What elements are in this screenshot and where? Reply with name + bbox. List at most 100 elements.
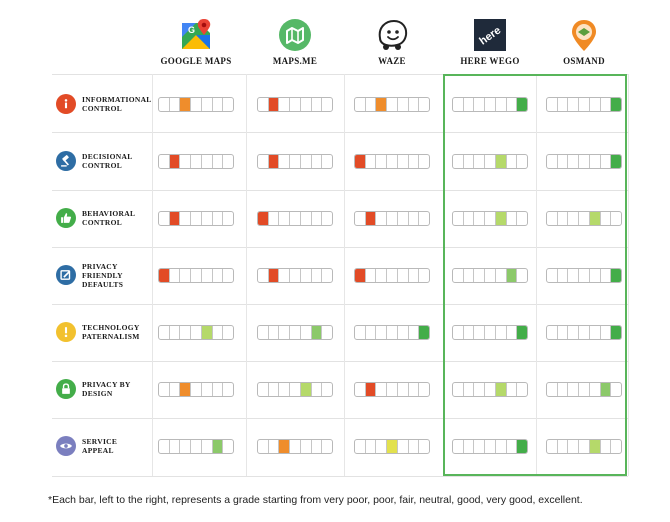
lock-icon <box>56 379 76 399</box>
grade-segment <box>268 154 280 168</box>
grade-segment <box>485 211 496 225</box>
column-divider <box>344 74 345 476</box>
grade-segment <box>322 326 332 339</box>
grade-segment <box>485 97 496 111</box>
grade-segment <box>202 268 213 282</box>
grade-segment <box>590 97 601 111</box>
criterion-label: PRIVACY BY DESIGN <box>82 380 131 398</box>
grade-segment <box>355 439 366 453</box>
grade-segment <box>301 97 312 111</box>
grade-segment <box>202 382 213 396</box>
grade-segment <box>611 325 621 339</box>
grade-segment <box>355 382 366 396</box>
grade-segment <box>547 268 558 282</box>
grade-segment <box>409 325 420 339</box>
grade-segment <box>300 382 312 396</box>
grade-segment <box>322 383 332 396</box>
grade-segment <box>453 439 464 453</box>
grade-segment <box>601 211 612 225</box>
criterion-label-line: SERVICE <box>82 437 118 446</box>
grade-segment <box>409 154 420 168</box>
grade-segment <box>290 154 301 168</box>
grade-segment <box>601 154 612 168</box>
criterion-4: TECHNOLOGY PATERNALISM <box>56 318 152 346</box>
grade-segment <box>170 97 181 111</box>
maps-me-logo-icon <box>278 18 312 52</box>
grade-segment <box>579 382 590 396</box>
grade-segment <box>376 382 388 396</box>
grade-segment <box>355 97 366 111</box>
grade-bar <box>257 267 333 283</box>
grade-segment <box>590 268 601 282</box>
grade-segment <box>453 325 464 339</box>
grade-segment <box>191 97 202 111</box>
grade-segment <box>387 211 398 225</box>
grade-segment <box>579 325 590 339</box>
column-divider <box>536 74 537 476</box>
grade-segment <box>409 382 420 396</box>
grade-bar <box>452 96 528 112</box>
grade-segment <box>312 211 323 225</box>
grade-segment <box>213 325 224 339</box>
grade-segment <box>419 269 429 282</box>
grade-segment <box>611 154 621 168</box>
grade-segment <box>558 154 569 168</box>
grade-segment <box>279 325 291 339</box>
grade-segment <box>474 154 486 168</box>
row-divider <box>52 361 628 362</box>
grade-segment <box>366 268 377 282</box>
grade-segment <box>485 439 496 453</box>
row-divider <box>52 418 628 419</box>
grade-bar <box>354 267 430 283</box>
app-header-1: MAPS.ME <box>246 18 344 66</box>
grade-segment <box>496 97 507 111</box>
grade-segment <box>611 383 621 396</box>
grade-segment <box>376 439 388 453</box>
app-header-4: OSMAND <box>535 18 633 66</box>
column-divider <box>628 74 629 476</box>
osmand-logo-icon <box>567 18 601 52</box>
grade-segment <box>558 268 569 282</box>
grade-segment <box>409 97 420 111</box>
grade-segment <box>474 211 486 225</box>
grade-segment <box>495 154 507 168</box>
grade-segment <box>312 268 323 282</box>
grade-segment <box>453 211 464 225</box>
grade-segment <box>159 439 170 453</box>
grade-segment <box>223 212 233 225</box>
grade-segment <box>507 154 518 168</box>
grade-segment <box>507 97 518 111</box>
grade-segment <box>169 154 181 168</box>
app-name: MAPS.ME <box>272 56 318 66</box>
grade-segment <box>258 325 269 339</box>
grade-segment <box>419 325 429 339</box>
exclamation-icon <box>56 322 76 342</box>
grade-bar <box>546 381 622 397</box>
grade-segment <box>290 97 301 111</box>
grade-segment <box>485 325 496 339</box>
grade-segment <box>601 97 612 111</box>
criterion-3: PRIVACY FRIENDLY DEFAULTS <box>56 261 152 289</box>
grade-segment <box>558 97 569 111</box>
criterion-label-line: FRIENDLY <box>82 270 123 280</box>
grade-segment <box>387 382 398 396</box>
grade-segment <box>279 382 291 396</box>
column-divider <box>443 74 444 476</box>
grade-segment <box>191 268 202 282</box>
grade-segment <box>202 439 213 453</box>
row-divider <box>52 304 628 305</box>
column-divider <box>152 74 153 476</box>
gavel-icon <box>56 151 76 171</box>
row-divider <box>52 132 628 133</box>
grade-segment <box>180 268 192 282</box>
criterion-label-line: INFORMATIONAL <box>82 95 152 104</box>
grade-segment <box>611 440 621 453</box>
grade-segment <box>453 382 464 396</box>
grade-segment <box>474 382 486 396</box>
grade-bar <box>452 381 528 397</box>
grade-segment <box>223 440 233 453</box>
grade-segment <box>268 97 280 111</box>
grade-segment <box>223 98 233 111</box>
row-divider <box>52 476 628 477</box>
grade-segment <box>419 383 429 396</box>
